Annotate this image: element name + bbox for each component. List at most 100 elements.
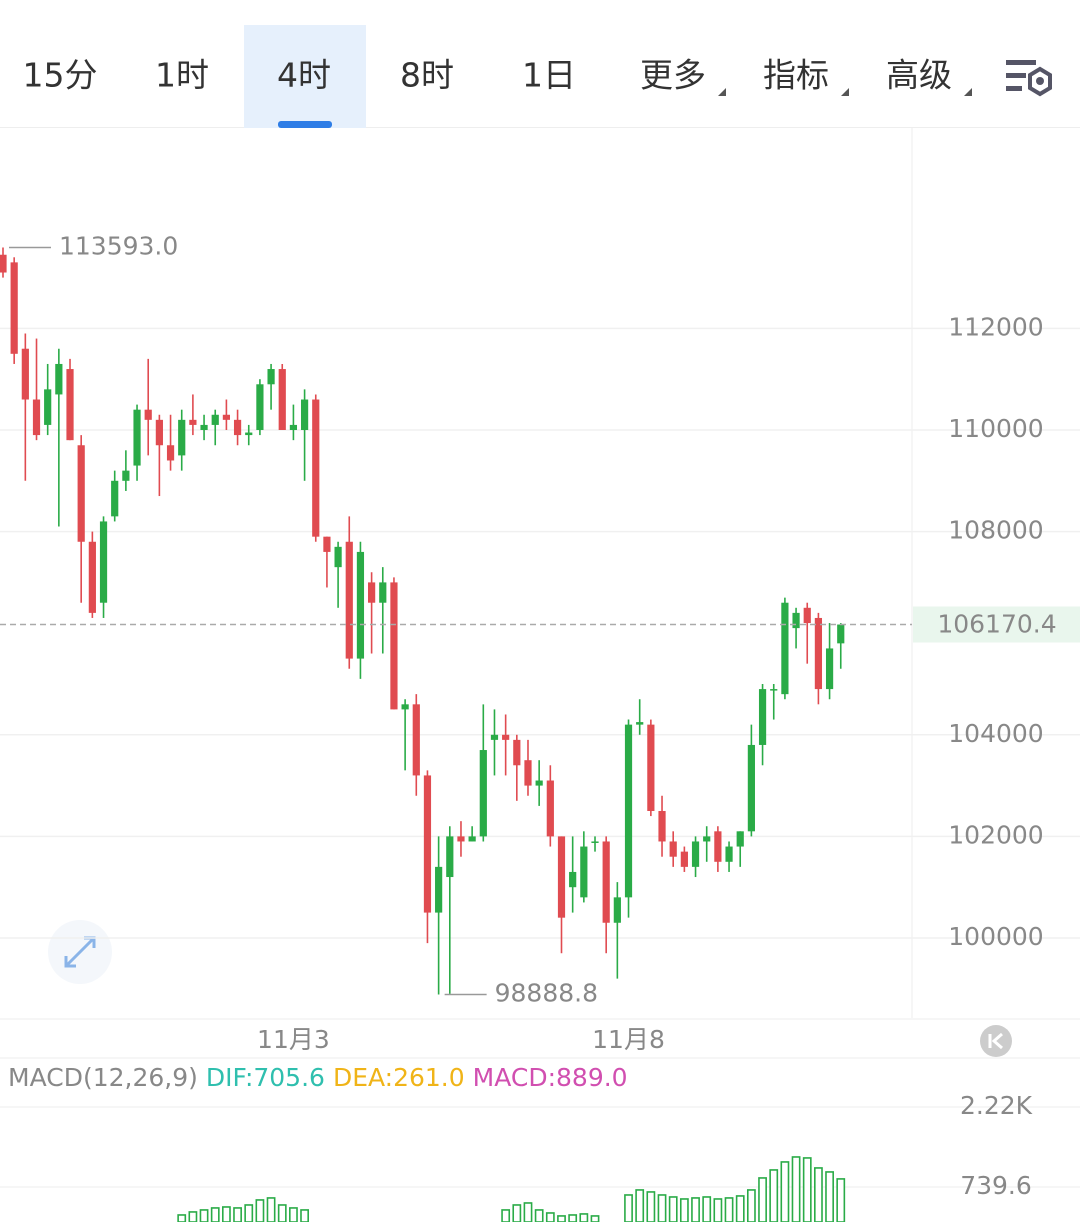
- tab[interactable]: 1时: [155, 56, 209, 95]
- candle-body: [44, 389, 52, 425]
- candle-body: [10, 262, 18, 354]
- macd-bar: [188, 1211, 198, 1222]
- macd-bar: [836, 1178, 846, 1222]
- candle-body: [0, 254, 7, 273]
- tab[interactable]: 更多: [640, 56, 706, 95]
- indicator-name: MACD(12,26,9): [8, 1063, 198, 1092]
- macd-bar: [590, 1215, 600, 1222]
- candle-body: [312, 399, 320, 537]
- candle-body: [412, 704, 420, 776]
- macd-bar: [579, 1213, 589, 1222]
- candle-body: [714, 831, 722, 862]
- candle-body: [613, 897, 621, 923]
- candle-body: [703, 836, 711, 842]
- tab[interactable]: 高级: [886, 56, 952, 95]
- candle-body: [66, 369, 74, 441]
- y-tick-label: 112000: [948, 312, 1043, 341]
- dropdown-caret: [718, 88, 726, 96]
- active-tab-bg: [244, 25, 366, 128]
- candle-body: [356, 551, 365, 659]
- y-tick-label: 102000: [948, 820, 1043, 849]
- candle-body: [345, 541, 353, 659]
- candle-body: [21, 348, 29, 400]
- extreme-label: 113593.0: [59, 231, 178, 260]
- candle-body: [211, 414, 219, 425]
- candle-body: [368, 582, 376, 603]
- macd-bar: [523, 1202, 533, 1222]
- candle-body: [624, 724, 633, 898]
- tab[interactable]: 指标: [763, 56, 829, 95]
- candle-body: [770, 689, 778, 691]
- candle-body: [256, 384, 264, 431]
- macd-bar: [300, 1209, 309, 1222]
- candle-body: [300, 399, 309, 431]
- candle-body: [546, 780, 554, 837]
- y-tick-label: 100000: [948, 922, 1043, 951]
- macd-bar: [277, 1204, 287, 1222]
- macd-bar: [255, 1199, 265, 1222]
- extreme-label: 98888.8: [495, 978, 598, 1007]
- macd-bar: [691, 1197, 700, 1222]
- candle-body: [691, 841, 700, 867]
- candle-body: [144, 409, 152, 420]
- candle-body: [837, 624, 845, 644]
- tab[interactable]: 4时: [277, 56, 331, 95]
- candle-body: [725, 846, 733, 862]
- settings-icon[interactable]: [1006, 60, 1052, 97]
- candle-body: [133, 409, 141, 466]
- candle-body: [32, 399, 41, 436]
- macd-bar: [657, 1194, 667, 1222]
- icon-bar: [1006, 73, 1026, 78]
- macd-bar: [713, 1198, 723, 1222]
- y-tick-label: 104000: [948, 719, 1043, 748]
- candle-body: [323, 536, 331, 552]
- candle-body: [155, 419, 163, 446]
- expand-button[interactable]: [48, 920, 112, 984]
- x-tick-label: 11月8: [592, 1025, 665, 1054]
- macd-bar: [825, 1171, 834, 1222]
- macd-bar: [534, 1209, 544, 1222]
- candle-body: [267, 369, 275, 385]
- macd-bar: [746, 1189, 756, 1222]
- candle-body: [245, 432, 253, 436]
- macd-bar: [177, 1214, 187, 1222]
- candle-body: [122, 470, 130, 481]
- candle-body: [792, 612, 800, 629]
- legend-entry: DIF:705.6: [206, 1063, 325, 1092]
- tab[interactable]: 8时: [400, 56, 454, 95]
- macd-bar: [679, 1198, 689, 1222]
- macd-bar: [814, 1167, 823, 1222]
- macd-bar: [266, 1197, 276, 1222]
- candle-body: [289, 424, 298, 431]
- candle-body: [178, 419, 186, 456]
- candle-body: [88, 541, 96, 613]
- candle-body: [278, 369, 286, 431]
- candle-body: [490, 734, 499, 740]
- x-tick-label: 11月3: [257, 1025, 330, 1054]
- scroll-end-button[interactable]: [980, 1025, 1012, 1057]
- candle-body: [736, 831, 744, 847]
- layer: 15分 1时 4时 8时 1日 更多 指标 高级 100000 102000 104000 10800…: [0, 25, 1080, 1222]
- macd-bar: [668, 1196, 678, 1222]
- macd-bar: [758, 1177, 767, 1222]
- macd-bar: [199, 1209, 209, 1222]
- candle-body: [580, 846, 588, 898]
- candle-body: [535, 780, 543, 786]
- dropdown-caret: [841, 88, 849, 96]
- macd-bar: [769, 1169, 779, 1222]
- scroll-icon: [988, 1032, 1003, 1050]
- tab[interactable]: 15分: [23, 56, 98, 95]
- tab[interactable]: 1日: [522, 56, 576, 95]
- macd-bar: [545, 1212, 555, 1222]
- y-tick-label: 110000: [948, 414, 1043, 443]
- macd-bar: [557, 1215, 566, 1222]
- candle-body: [446, 836, 454, 878]
- macd-bar: [501, 1209, 511, 1222]
- candle-body: [669, 841, 677, 857]
- active-tab-indicator: [278, 121, 332, 128]
- candle-body: [569, 871, 577, 888]
- macd-bar: [624, 1194, 633, 1222]
- macd-bar: [233, 1207, 242, 1222]
- candle-body: [557, 836, 566, 918]
